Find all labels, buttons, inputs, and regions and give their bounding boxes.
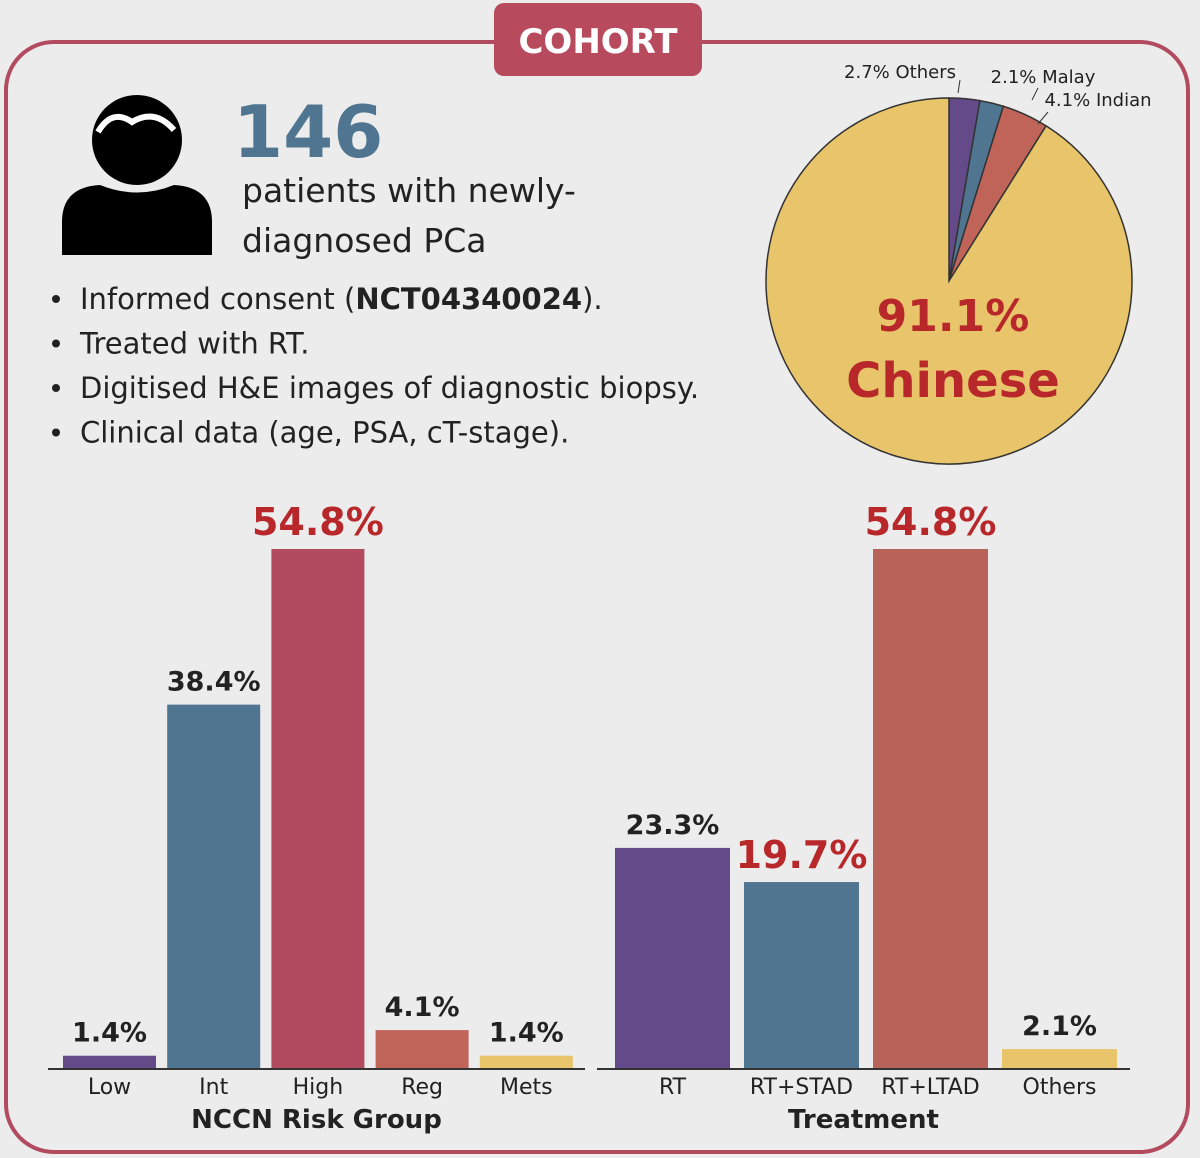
bullet-dot xyxy=(52,428,60,437)
bullet-text: Treated with RT. xyxy=(79,327,309,361)
bar xyxy=(375,1030,469,1069)
bar xyxy=(167,704,261,1069)
bullet-part: Treated with RT. xyxy=(79,327,309,361)
x-tick-label: Low xyxy=(88,1075,131,1100)
value-label: 4.1% xyxy=(385,992,460,1023)
pie-value-label: 2.7% xyxy=(844,62,890,83)
bullet-part: Informed consent ( xyxy=(80,282,355,316)
pie-label: 2.7% Others xyxy=(844,62,956,83)
value-label: 2.1% xyxy=(1022,1011,1097,1042)
bullet-dot xyxy=(52,339,60,348)
value-label: 54.8% xyxy=(252,500,384,544)
title-tab xyxy=(494,3,702,76)
hairline xyxy=(95,113,177,134)
leader-line xyxy=(957,79,961,94)
x-axis-label: NCCN Risk Group xyxy=(191,1105,442,1135)
bar xyxy=(873,549,988,1069)
pie-label: 4.1% Indian xyxy=(1044,90,1151,111)
pie-category-label: Chinese xyxy=(846,353,1060,409)
patient-count: 146 xyxy=(233,90,383,174)
value-label: 1.4% xyxy=(489,1018,564,1049)
leader-line xyxy=(1037,111,1049,125)
value-label: 1.4% xyxy=(72,1018,147,1049)
pie-slice xyxy=(765,97,1133,465)
bullet-part: ). xyxy=(582,282,603,316)
title: COHORT xyxy=(518,22,678,62)
x-tick-label: Mets xyxy=(500,1075,553,1100)
bullet-part: NCT04340024 xyxy=(355,282,582,316)
bullet-text: Digitised H&E images of diagnostic biops… xyxy=(80,371,699,405)
pie-category-label: Indian xyxy=(1096,90,1152,111)
x-axis-label: Treatment xyxy=(788,1105,939,1135)
description-line: diagnosed PCa xyxy=(242,221,487,260)
pie-value-label: 2.1% xyxy=(991,67,1037,88)
pie-value-label: 91.1% xyxy=(877,291,1030,342)
person-icon xyxy=(62,95,212,255)
bullet-part: Digitised H&E images of diagnostic biops… xyxy=(80,371,699,405)
bar xyxy=(63,1055,156,1069)
bar xyxy=(479,1055,573,1069)
bullet-text: Informed consent (NCT04340024). xyxy=(80,282,603,316)
x-tick-label: Others xyxy=(1023,1075,1097,1100)
bullet-list: Informed consent (NCT04340024). Treated w… xyxy=(52,282,699,450)
pie-label: 2.1% Malay xyxy=(991,67,1096,88)
value-label: 19.7% xyxy=(736,833,868,877)
head xyxy=(92,95,182,185)
bullet-dot xyxy=(52,295,60,303)
x-tick-label: Int xyxy=(199,1075,228,1100)
x-tick-label: RT+LTAD xyxy=(881,1075,980,1100)
x-tick-label: RT+STAD xyxy=(750,1075,853,1100)
pie-category-label: Others xyxy=(895,62,956,83)
bar xyxy=(615,847,730,1069)
bar xyxy=(271,549,365,1069)
x-tick-label: RT xyxy=(659,1075,687,1100)
x-tick-label: High xyxy=(293,1075,344,1100)
x-tick-label: Reg xyxy=(401,1075,443,1100)
bullet-part: Clinical data (age, PSA, cT-stage). xyxy=(80,416,569,450)
value-label: 38.4% xyxy=(167,667,261,698)
leader-line xyxy=(1031,87,1039,101)
bar xyxy=(1002,1049,1117,1069)
body xyxy=(62,185,212,255)
pie-category-label: Malay xyxy=(1042,67,1096,88)
value-label: 54.8% xyxy=(865,500,997,544)
description-line: patients with newly- xyxy=(242,171,576,210)
value-label: 23.3% xyxy=(626,810,720,841)
bar xyxy=(744,882,859,1069)
bullet-dot xyxy=(52,384,60,392)
pie-value-label: 4.1% xyxy=(1044,90,1090,111)
bullet-text: Clinical data (age, PSA, cT-stage). xyxy=(80,416,569,450)
